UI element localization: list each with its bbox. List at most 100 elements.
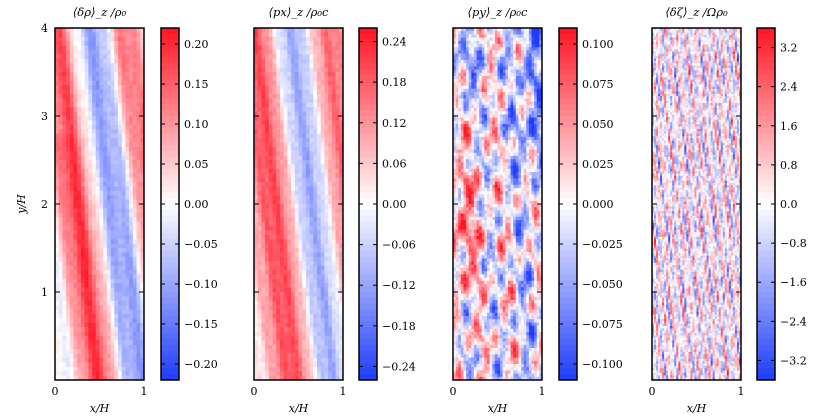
heatmap-cell — [118, 283, 123, 289]
heatmap-cell — [95, 270, 101, 275]
heatmap-cell — [298, 300, 303, 306]
heatmap-cell — [92, 50, 97, 55]
heatmap-cell — [261, 243, 266, 249]
heatmap-cell — [118, 287, 123, 293]
heatmap-cell — [257, 58, 263, 64]
heatmap-cell — [140, 221, 144, 227]
heatmap-cell — [463, 194, 467, 199]
heatmap-cell — [136, 138, 141, 143]
heatmap-cell — [132, 155, 138, 161]
heatmap-cell — [466, 95, 470, 99]
heatmap-cell — [73, 63, 78, 69]
heatmap-cell — [118, 32, 123, 38]
heatmap-cell — [92, 331, 97, 337]
heatmap-cell — [62, 67, 67, 73]
heatmap-cell — [95, 265, 101, 271]
heatmap-cell — [254, 234, 259, 240]
heatmap-cell — [320, 234, 326, 240]
heatmap-cell — [55, 344, 60, 350]
heatmap-cell — [99, 50, 104, 55]
heatmap-cell — [309, 58, 314, 64]
heatmap-cell — [453, 120, 457, 125]
heatmap-cell — [118, 252, 123, 258]
heatmap-cell — [92, 111, 97, 117]
heatmap-cell — [339, 177, 343, 183]
heatmap-cell — [80, 287, 86, 293]
heatmap-cell — [453, 376, 457, 380]
heatmap-cell — [328, 270, 333, 275]
heatmap-cell — [458, 104, 462, 109]
heatmap-cell — [254, 278, 259, 284]
heatmap-cell — [265, 195, 270, 201]
heatmap-cell — [106, 190, 112, 196]
heatmap-cell — [272, 300, 277, 306]
heatmap-cell — [136, 45, 141, 51]
heatmap-cell — [95, 138, 101, 143]
heatmap-cell — [466, 364, 470, 368]
heatmap-cell — [460, 197, 465, 202]
heatmap-cell — [320, 344, 326, 350]
heatmap-cell — [62, 177, 67, 183]
heatmap-cell — [95, 243, 101, 249]
heatmap-cell — [324, 248, 329, 253]
heatmap-cell — [302, 41, 307, 47]
heatmap-cell — [62, 94, 67, 99]
heatmap-cell — [287, 274, 292, 280]
heatmap-cell — [294, 314, 300, 319]
heatmap-cell — [328, 256, 333, 262]
heatmap-cell — [331, 102, 337, 108]
heatmap-cell — [294, 243, 300, 249]
heatmap-cell — [331, 217, 337, 223]
heatmap-cell — [136, 54, 141, 60]
heatmap-cell — [453, 159, 457, 163]
heatmap-cell — [463, 348, 467, 352]
colorbar-segment — [359, 321, 377, 328]
heatmap-cell — [118, 366, 123, 372]
heatmap-cell — [92, 270, 97, 275]
heatmap-cell — [466, 34, 470, 39]
heatmap-cell — [458, 264, 462, 269]
heatmap-cell — [257, 85, 263, 91]
heatmap-cell — [118, 362, 123, 368]
heatmap-cell — [69, 322, 75, 328]
heatmap-cell — [129, 146, 134, 152]
heatmap-cell — [257, 116, 263, 121]
heatmap-cell — [132, 265, 138, 271]
heatmap-cell — [73, 248, 78, 253]
heatmap-cell — [468, 280, 472, 285]
heatmap-cell — [291, 36, 296, 42]
heatmap-cell — [458, 376, 462, 380]
heatmap-cell — [92, 261, 97, 267]
heatmap-cell — [471, 344, 475, 349]
heatmap-cell — [95, 107, 101, 113]
heatmap-cell — [254, 212, 259, 218]
heatmap-cell — [268, 230, 274, 236]
heatmap-cell — [460, 360, 465, 365]
heatmap-cell — [468, 242, 472, 247]
heatmap-cell — [460, 261, 465, 266]
heatmap-cell — [88, 208, 93, 214]
heatmap-cell — [140, 226, 144, 231]
heatmap-cell — [110, 164, 115, 170]
heatmap-cell — [99, 362, 104, 368]
heatmap-cell — [471, 293, 475, 298]
heatmap-cell — [458, 290, 462, 295]
heatmap-cell — [455, 210, 459, 215]
heatmap-cell — [471, 223, 475, 227]
heatmap-cell — [73, 221, 78, 227]
heatmap-cell — [136, 226, 141, 231]
heatmap-cell — [471, 338, 475, 343]
heatmap-cell — [80, 344, 86, 350]
heatmap-cell — [324, 331, 329, 337]
heatmap-cell — [331, 366, 337, 372]
heatmap-cell — [114, 322, 119, 328]
heatmap-cell — [331, 173, 337, 179]
heatmap-cell — [265, 309, 270, 315]
heatmap-cell — [73, 28, 78, 33]
heatmap-cell — [294, 182, 300, 187]
heatmap-cell — [268, 217, 274, 223]
heatmap-cell — [339, 217, 343, 223]
colorbar-segment — [359, 127, 377, 135]
heatmap-cell — [265, 164, 270, 170]
heatmap-cell — [121, 349, 127, 355]
